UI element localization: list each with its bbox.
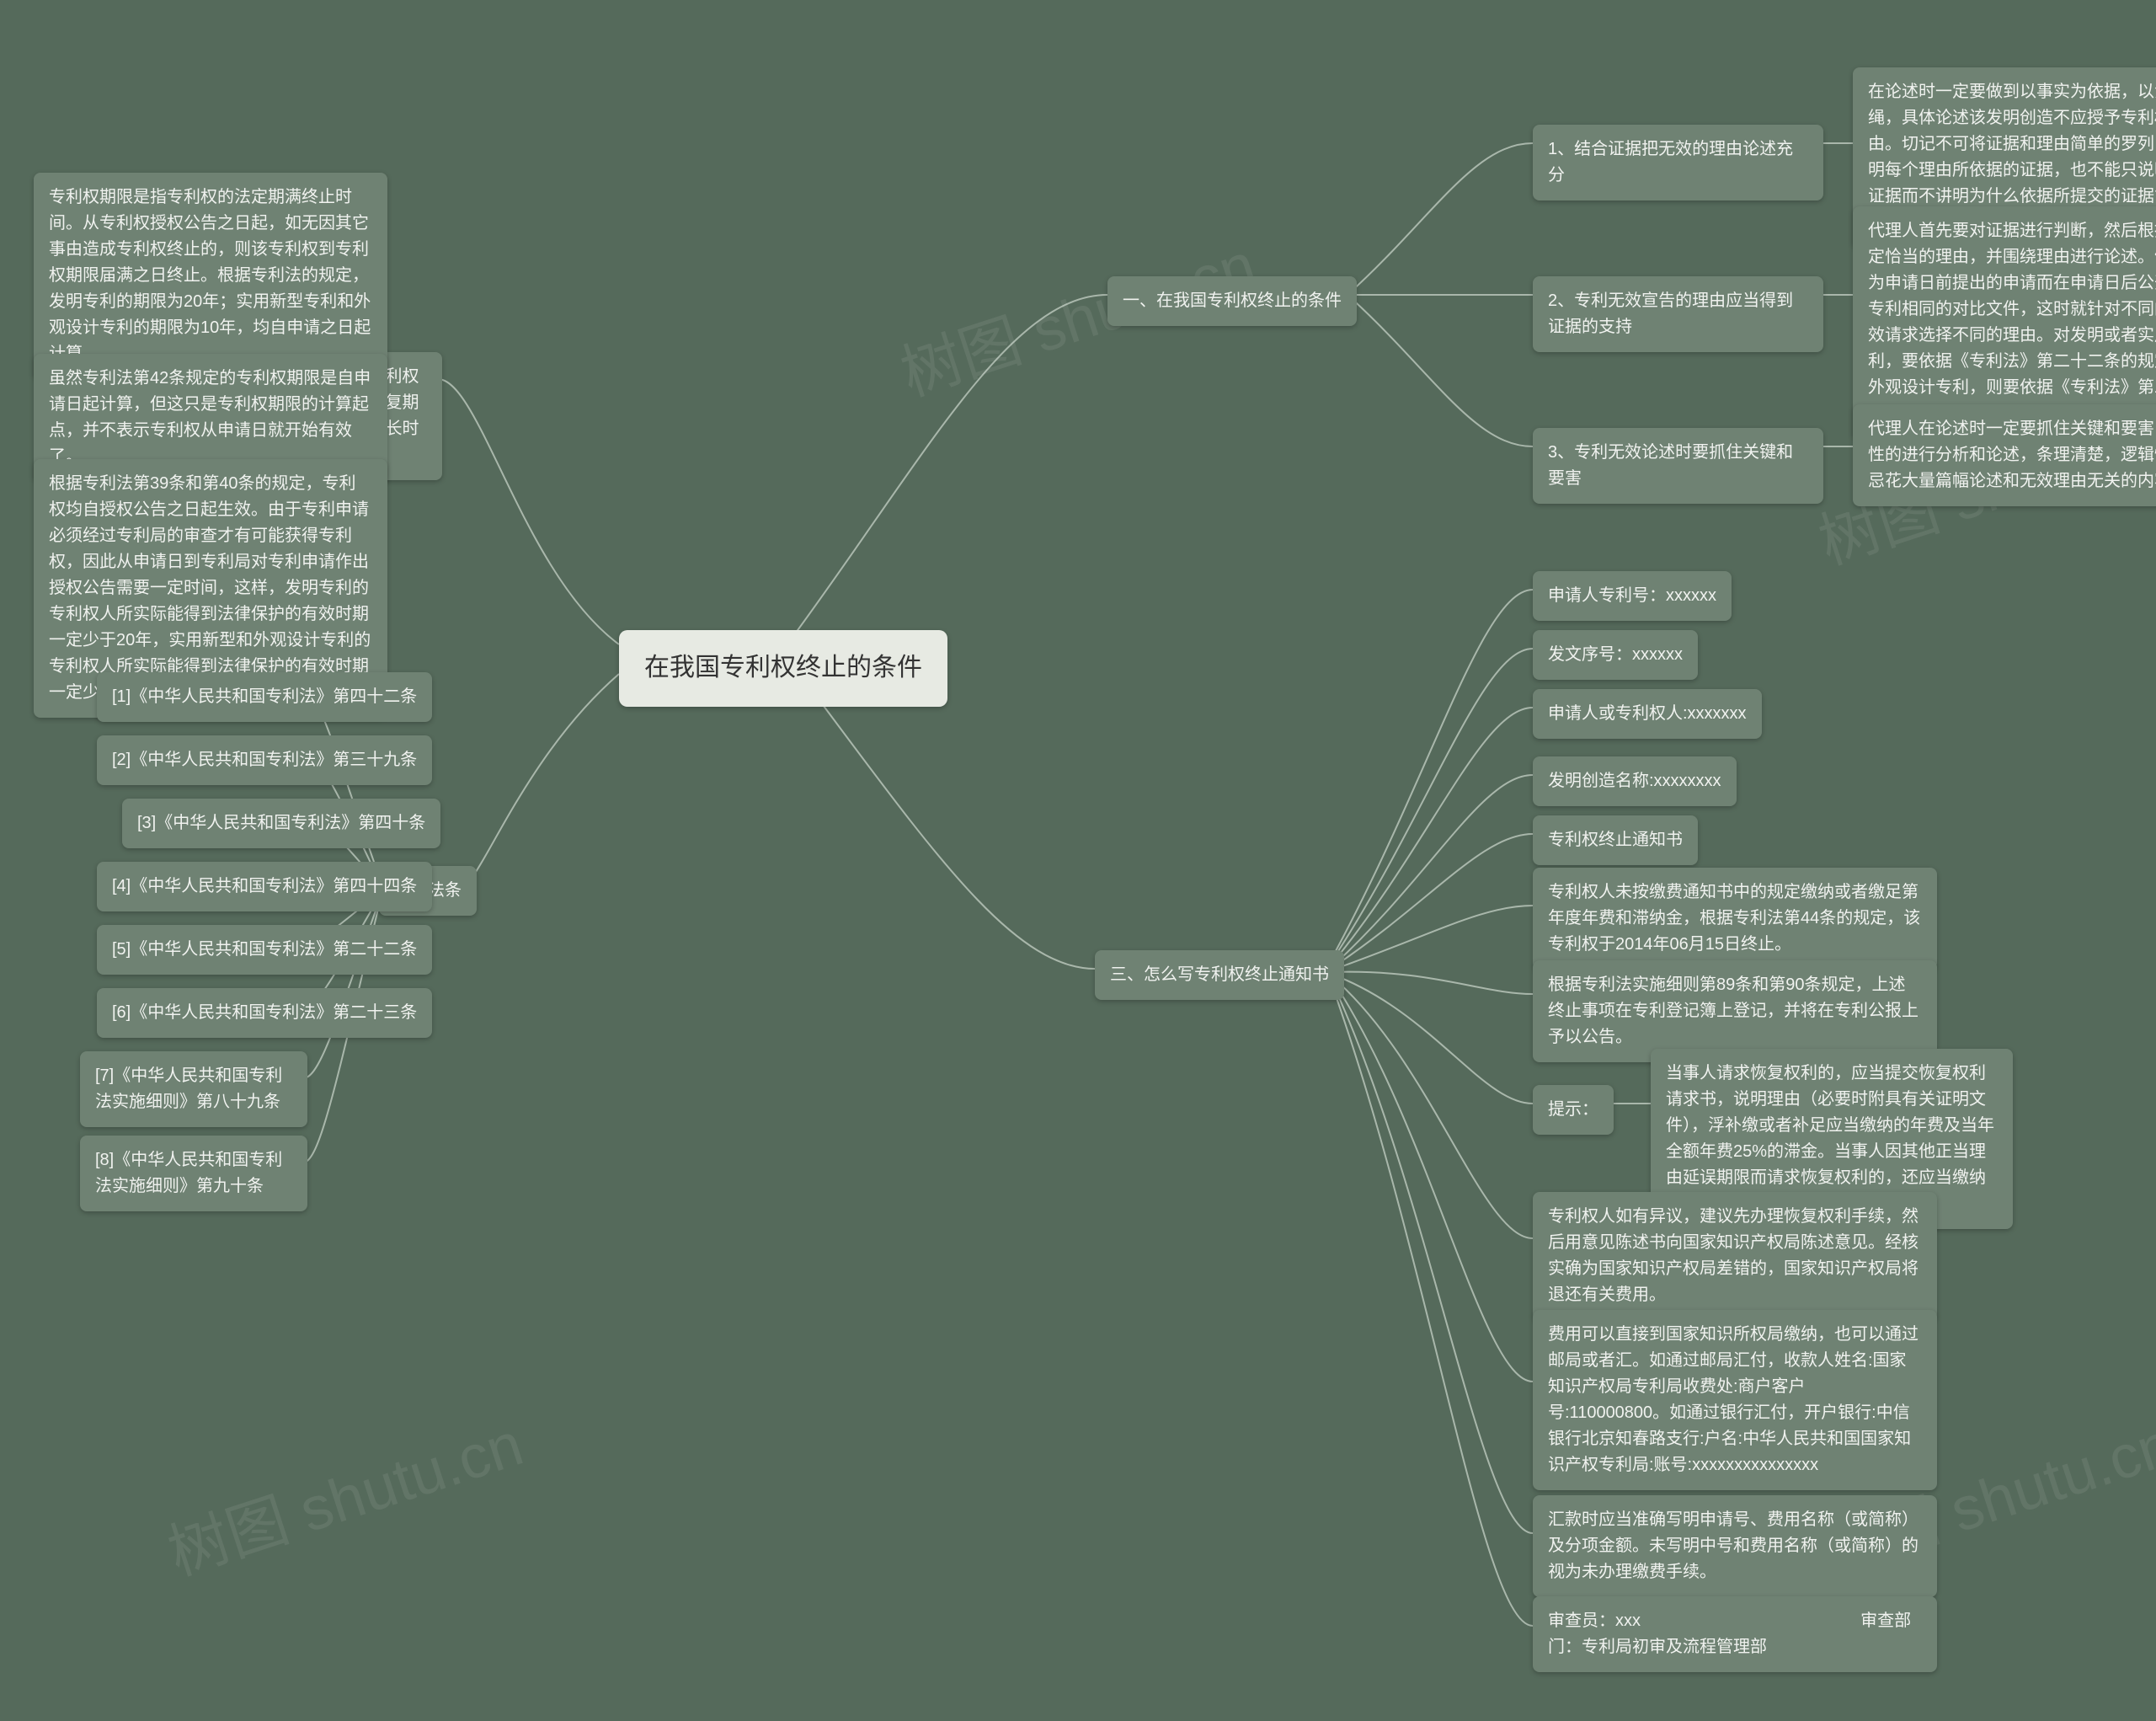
b2-note-1: 专利权期限是指专利权的法定期满终止时间。从专利权授权公告之日起，如无因其它事由造…: [34, 173, 387, 379]
ref-6: [6]《中华人民共和国专利法》第二十三条: [97, 988, 432, 1038]
b3-c1: 申请人专利号：xxxxxx: [1533, 571, 1732, 621]
ref-2: [2]《中华人民共和国专利法》第三十九条: [97, 735, 432, 785]
branch-1: 一、在我国专利权终止的条件: [1107, 276, 1357, 326]
ref-1: [1]《中华人民共和国专利法》第四十二条: [97, 672, 432, 722]
b3-c12: 审查员：xxx 审查部门：专利局初审及流程管理部: [1533, 1596, 1937, 1672]
b3-c8: 提示：: [1533, 1085, 1614, 1135]
b3-c6: 专利权人未按缴费通知书中的规定缴纳或者缴足第年度年费和滞纳金，根据专利法第44条…: [1533, 868, 1937, 970]
b3-c9: 专利权人如有异议，建议先办理恢复权利手续，然后用意见陈述书向国家知识产权局陈述意…: [1533, 1192, 1937, 1320]
b3-c2: 发文序号：xxxxxx: [1533, 630, 1698, 680]
b1-child-1: 1、结合证据把无效的理由论述充分: [1533, 125, 1823, 200]
watermark: 树图 shutu.cn: [155, 1394, 531, 1592]
b3-c4: 发明创造名称:xxxxxxxx: [1533, 756, 1737, 806]
center-node: 在我国专利权终止的条件: [619, 630, 947, 707]
ref-8: [8]《中华人民共和国专利法实施细则》第九十条: [80, 1136, 307, 1211]
b1-note-3: 代理人在论述时一定要抓住关键和要害，有针对性的进行分析和论述，条理清楚，逻辑性强…: [1853, 404, 2156, 506]
b3-c7: 根据专利法实施细则第89条和第90条规定，上述终止事项在专利登记簿上登记，并将在…: [1533, 960, 1937, 1062]
b1-child-3: 3、专利无效论述时要抓住关键和要害: [1533, 428, 1823, 504]
b3-c5: 专利权终止通知书: [1533, 815, 1698, 865]
b1-child-2: 2、专利无效宣告的理由应当得到证据的支持: [1533, 276, 1823, 352]
ref-3: [3]《中华人民共和国专利法》第四十条: [122, 799, 440, 848]
branch-3: 三、怎么写专利权终止通知书: [1095, 950, 1344, 1000]
b3-c11: 汇款时应当准确写明申请号、费用名称（或简称）及分项金额。未写明中号和费用名称（或…: [1533, 1495, 1937, 1597]
ref-5: [5]《中华人民共和国专利法》第二十二条: [97, 925, 432, 975]
b3-c3: 申请人或专利权人:xxxxxxx: [1533, 689, 1762, 739]
ref-7: [7]《中华人民共和国专利法实施细则》第八十九条: [80, 1051, 307, 1127]
ref-4: [4]《中华人民共和国专利法》第四十四条: [97, 862, 432, 911]
b3-c10: 费用可以直接到国家知识所权局缴纳，也可以通过邮局或者汇。如通过邮局汇付，收款人姓…: [1533, 1310, 1937, 1490]
